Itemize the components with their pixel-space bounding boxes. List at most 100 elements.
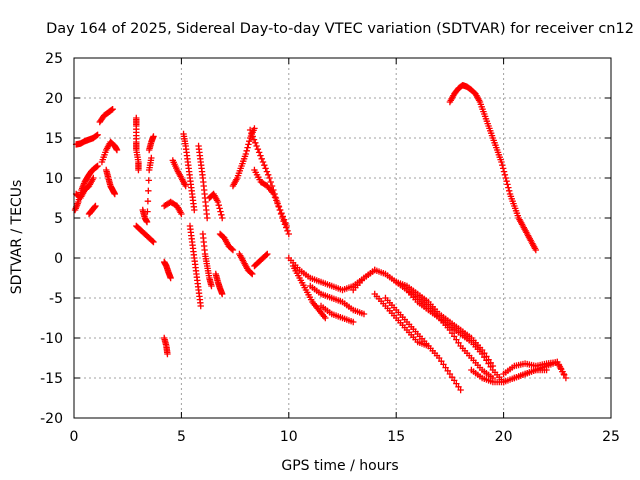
data-point	[283, 222, 290, 230]
data-point	[219, 214, 226, 222]
data-point	[90, 174, 97, 182]
series-arc-5	[96, 106, 116, 126]
data-point	[94, 131, 101, 138]
y-tick-label: 25	[45, 51, 63, 67]
data-point	[249, 270, 256, 278]
series-arc-10	[139, 154, 155, 226]
data-point	[457, 386, 464, 394]
data-point	[250, 136, 258, 143]
data-point	[197, 302, 204, 310]
data-point	[255, 149, 263, 156]
series-arc-34	[382, 294, 432, 350]
data-point	[271, 194, 279, 201]
data-point	[145, 187, 152, 194]
data-point	[273, 197, 280, 204]
data-point	[228, 246, 236, 253]
data-point	[280, 216, 288, 223]
data-point	[245, 141, 252, 148]
series-arc-36	[403, 286, 507, 386]
data-point	[322, 314, 329, 322]
data-point	[264, 171, 272, 178]
data-point	[505, 187, 513, 194]
data-point	[229, 246, 237, 254]
y-tick-label: 10	[45, 171, 63, 187]
data-point	[243, 147, 250, 154]
y-tick-label: -10	[40, 331, 63, 347]
series-arc-14	[161, 198, 185, 218]
data-point	[218, 211, 225, 218]
y-axis-label: SDTVAR / TECUs	[9, 180, 25, 295]
x-axis-label: GPS time / hours	[281, 458, 398, 474]
data-point	[284, 227, 291, 234]
data-point	[258, 155, 265, 162]
data-point	[257, 152, 264, 159]
series-arc-26	[251, 166, 290, 230]
series-arc-21	[212, 270, 226, 298]
data-point	[259, 158, 267, 166]
y-tick-label: 0	[54, 251, 63, 267]
series-arc-3	[72, 174, 97, 202]
data-point	[248, 130, 255, 137]
data-point	[217, 208, 224, 215]
data-point	[145, 177, 152, 184]
data-point	[503, 178, 510, 185]
data-point	[267, 178, 274, 186]
series-arc-18	[195, 142, 211, 222]
series-arc-15	[169, 157, 189, 190]
series-arc-1	[72, 131, 101, 148]
x-tick-label: 15	[387, 429, 405, 445]
data-point	[500, 168, 508, 175]
data-point	[253, 142, 260, 150]
data-point	[499, 162, 506, 169]
series-arc-6	[98, 138, 121, 166]
data-point	[208, 282, 215, 290]
data-point	[92, 202, 99, 210]
series-arc-27	[251, 250, 271, 270]
y-tick-label: -5	[49, 291, 63, 307]
data-point	[144, 208, 151, 215]
data-point	[182, 182, 189, 190]
series-arc-12	[161, 258, 174, 282]
data-point	[215, 202, 222, 209]
series-arc-40	[511, 358, 570, 382]
data-point	[532, 246, 540, 254]
data-point	[350, 318, 357, 326]
data-point	[150, 238, 157, 246]
data-point	[501, 171, 509, 178]
series-arc-29	[289, 262, 329, 322]
series-arc-8	[133, 114, 142, 174]
data-point	[499, 165, 507, 172]
series-arc-31	[317, 302, 357, 326]
data-point	[244, 144, 251, 151]
x-tick-label: 25	[602, 429, 620, 445]
data-point	[111, 190, 119, 198]
series-arc-23	[229, 125, 258, 190]
data-point	[191, 206, 198, 214]
data-point	[502, 174, 509, 182]
data-point	[285, 230, 292, 238]
data-point	[274, 200, 281, 207]
data-point	[113, 146, 121, 154]
x-tick-label: 5	[177, 429, 186, 445]
series-arc-22	[216, 230, 237, 254]
data-point	[278, 210, 285, 217]
x-tick-label: 20	[495, 429, 513, 445]
axis-ticks: 0 5 10 15 20 25 -20 -15 -10 -5 0 5 10 15 20 25	[40, 51, 620, 445]
data-point	[143, 218, 151, 226]
data-point	[242, 150, 250, 158]
data-point	[282, 219, 289, 226]
data-point	[252, 139, 259, 146]
y-tick-label: 20	[45, 91, 63, 107]
series-arc-7	[103, 166, 119, 198]
data-point	[203, 214, 211, 222]
data-point	[144, 198, 152, 205]
data-point	[266, 174, 273, 182]
data-point	[360, 310, 368, 318]
data-point	[150, 133, 157, 140]
data-point	[109, 106, 116, 113]
x-tick-label: 0	[70, 429, 79, 445]
data-point	[277, 206, 284, 214]
data-point	[135, 166, 142, 174]
y-tick-label: -20	[40, 411, 63, 427]
data-point	[214, 198, 222, 206]
